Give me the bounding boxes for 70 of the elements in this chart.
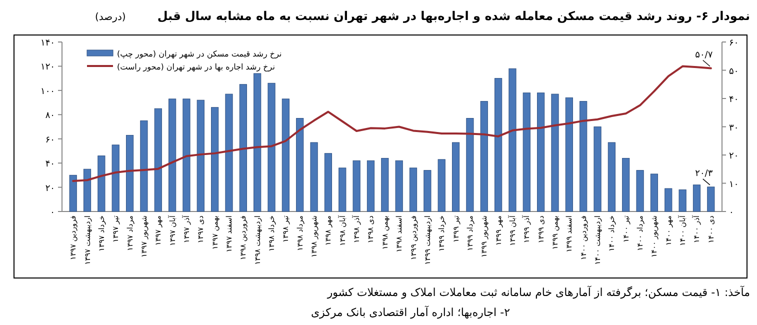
bar: [69, 174, 77, 212]
bar: [438, 159, 446, 212]
data-label: ۲۰/۳: [695, 168, 713, 179]
bar: [126, 134, 134, 212]
bar: [154, 108, 162, 212]
bar: [83, 168, 92, 212]
bar: [636, 170, 644, 212]
bar: [239, 84, 247, 212]
y-tick-label: ۱۲۰: [40, 62, 55, 73]
bar: [622, 158, 630, 212]
y-tick-label: ۴۰: [45, 160, 55, 170]
y2-tick-label: ۳۰: [729, 123, 739, 134]
y2-tick-label: ۰: [729, 208, 734, 218]
bar: [381, 158, 389, 212]
bar: [196, 100, 204, 212]
y-axis-title: (درصد): [95, 12, 126, 23]
bar: [466, 118, 474, 212]
y-tick-label: ۲۰: [45, 184, 55, 194]
bar: [537, 92, 545, 212]
text: ۲- اجاره‌بها؛ اداره آمار اقتصادی بانک مرکزی: [310, 305, 510, 319]
bar: [140, 120, 148, 212]
bar: [692, 184, 701, 212]
bar: [678, 189, 686, 212]
legend-label: نرخ رشد قیمت مسکن در شهر تهران (محور چپ): [117, 50, 282, 58]
bar: [225, 94, 233, 212]
bar: [594, 126, 602, 212]
y2-tick-label: ۶۰: [729, 38, 739, 48]
bar: [98, 156, 106, 212]
bar: [522, 92, 530, 212]
y-tick-label: ۶۰: [45, 135, 55, 146]
bar: [508, 68, 516, 212]
bar: [112, 144, 120, 212]
bar: [424, 170, 432, 212]
bar: [608, 142, 616, 212]
bar: [395, 160, 403, 212]
legend-label: نرخ رشد اجاره بها در شهر تهران (محور راست): [117, 62, 275, 72]
line-series: [72, 65, 712, 182]
y-tick-label: ۰: [50, 208, 55, 218]
chart-title: نمودار ۶- روند رشد قیمت مسکن معامله شده و اجاره‌بها در شهر تهران نسبت به ماه مشابه سال قبل: [157, 9, 750, 23]
y2-tick-label: ۲۰: [729, 152, 739, 162]
data-label: ۵۰/۷: [695, 50, 713, 60]
bar: [707, 186, 715, 212]
text: مآخذ: ۱- قیمت مسکن؛ برگرفته از آمارهای خام سامانه ثبت معاملات املاک و مستغلات کشور: [326, 285, 750, 299]
bar: [352, 160, 360, 212]
bar: [551, 94, 559, 212]
bar: [480, 101, 488, 212]
y2-tick-label: ۱۰: [729, 180, 739, 190]
bar: [366, 160, 375, 212]
bar: [282, 98, 290, 212]
bar: [254, 73, 262, 212]
bar: [211, 107, 219, 212]
bar: [296, 118, 304, 212]
bar: [338, 168, 346, 212]
bar: [182, 98, 190, 212]
y2-tick-label: ۵۰: [729, 66, 739, 77]
y-tick-label: ۸۰: [45, 111, 55, 122]
bar: [664, 188, 672, 212]
bar: [580, 101, 588, 212]
y2-tick-label: ۴۰: [729, 95, 739, 105]
bar: [310, 142, 318, 212]
bar: [565, 97, 573, 212]
bar: [268, 82, 276, 212]
y-tick-label: ۱۰۰: [40, 86, 55, 97]
bar: [452, 142, 460, 212]
y-tick-label: ۱۴۰: [40, 38, 55, 48]
bar: [168, 98, 176, 212]
bar: [324, 153, 332, 212]
bar: [650, 174, 658, 212]
bar: [409, 168, 418, 212]
bar: [494, 78, 502, 212]
